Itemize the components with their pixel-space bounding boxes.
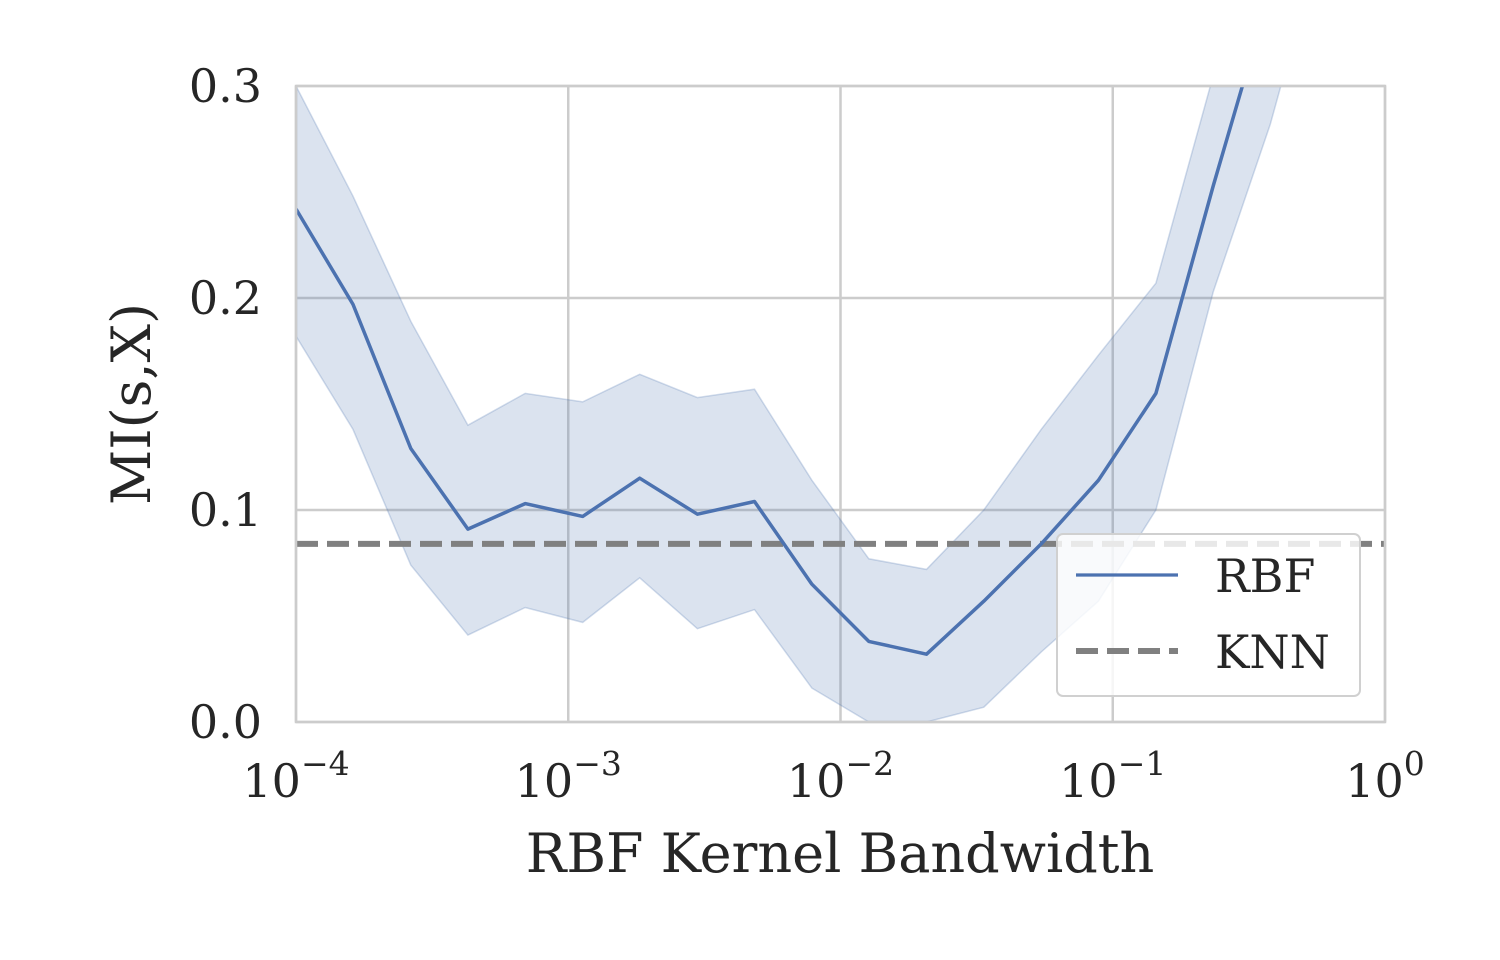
legend-rbf-label: RBF [1215,549,1315,603]
x-tick-label: 100 [1345,744,1425,808]
x-tick-label: 10−1 [1059,744,1166,808]
x-axis-label: RBF Kernel Bandwidth [526,822,1155,885]
legend-knn-label: KNN [1215,625,1330,679]
y-tick-labels: 0.0 0.1 0.2 0.3 [189,59,262,749]
legend: RBF KNN [1056,533,1361,697]
rbf-series-line [296,86,1245,656]
y-tick-label: 0.1 [189,483,262,537]
rbf-confidence-band [296,86,1282,722]
x-tick-label: 10−2 [787,744,894,808]
x-tick-label: 10−3 [515,744,622,808]
y-axis-label: MI(s,X) [100,303,163,505]
x-tick-labels: 10−4 10−3 10−2 10−1 100 [242,744,1424,808]
x-tick-label: 10−4 [242,744,349,808]
y-tick-label: 0.3 [189,59,262,113]
plot-frame [294,84,1387,724]
y-tick-label: 0.0 [189,695,262,749]
y-tick-label: 0.2 [189,271,262,325]
